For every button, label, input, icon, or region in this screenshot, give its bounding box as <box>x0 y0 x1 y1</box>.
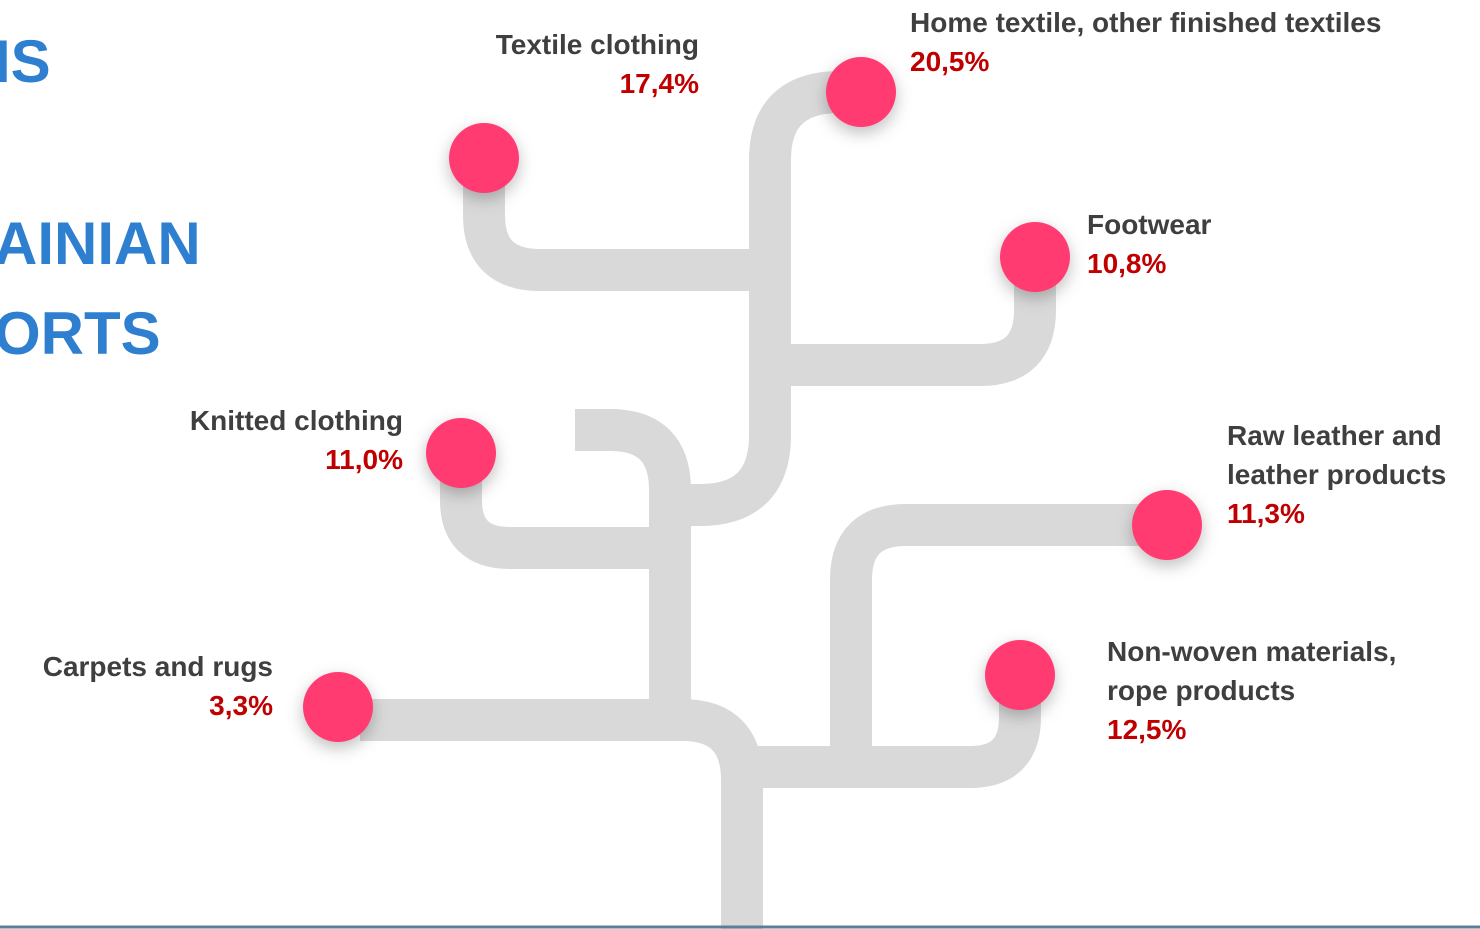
dot <box>826 57 896 127</box>
branch-share: 17,4% <box>620 68 699 99</box>
branch-label: Carpets and rugs <box>43 651 273 682</box>
dot <box>1000 222 1070 292</box>
branch <box>575 409 691 720</box>
branch <box>463 158 770 291</box>
branch-label: rope products <box>1107 675 1295 706</box>
branch-share: 20,5% <box>910 46 989 77</box>
title-line: ORTS <box>0 300 161 367</box>
branch-share: 12,5% <box>1107 714 1186 745</box>
branch-label: Footwear <box>1087 209 1212 240</box>
dots <box>303 57 1202 742</box>
branch <box>742 675 1041 788</box>
branch-share: 11,0% <box>325 444 403 475</box>
branch-share: 10,8% <box>1087 248 1166 279</box>
title-line: IS <box>0 28 51 95</box>
branch-share: 3,3% <box>209 690 273 721</box>
dot <box>426 418 496 488</box>
branch <box>670 71 841 526</box>
branch-label: Knitted clothing <box>190 405 403 436</box>
dot <box>303 672 373 742</box>
branch-label: Raw leather and <box>1227 420 1442 451</box>
branch <box>770 257 1056 386</box>
tree <box>360 71 1167 929</box>
dot <box>1132 490 1202 560</box>
labels: Textile clothing 17,4% Home textile, other… <box>43 7 1447 745</box>
branch <box>830 504 1167 767</box>
branch-label: leather products <box>1227 459 1446 490</box>
branch-label: Textile clothing <box>496 29 699 60</box>
branch <box>440 453 670 569</box>
dot <box>985 640 1055 710</box>
branch-share: 11,3% <box>1227 498 1305 529</box>
trunk <box>360 699 763 929</box>
dot <box>449 123 519 193</box>
branch-label: Non-woven materials, <box>1107 636 1396 667</box>
branch-label: Home textile, other finished textiles <box>910 7 1381 38</box>
title-line: AINIAN <box>0 210 201 277</box>
